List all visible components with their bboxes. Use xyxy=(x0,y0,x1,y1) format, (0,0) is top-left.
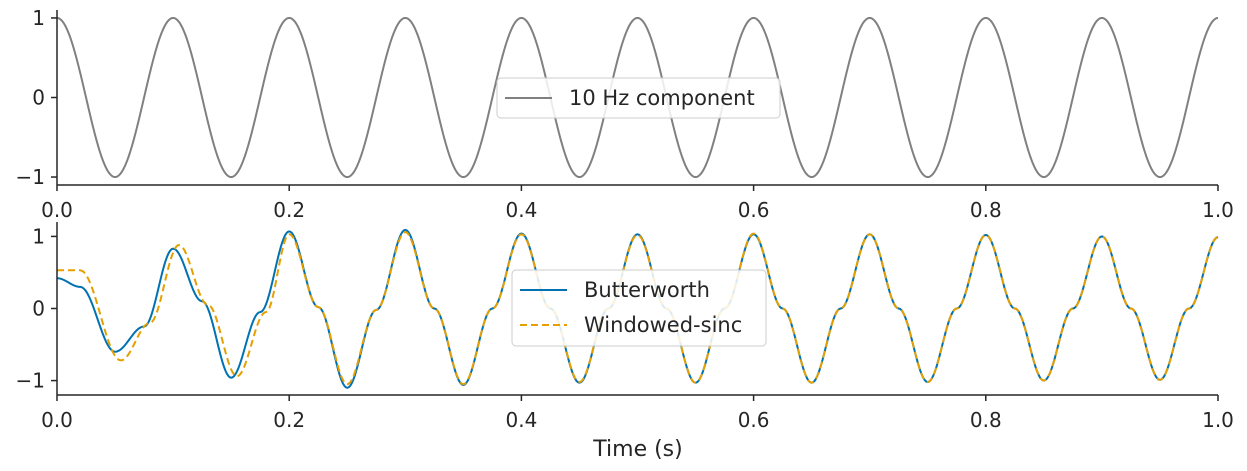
bottom-x-tick-label: 0.0 xyxy=(41,408,73,432)
bottom-legend-label: Butterworth xyxy=(584,278,710,302)
top-legend-label: 10 Hz component xyxy=(569,86,755,110)
top-x-ticks: 0.0 0.2 0.4 0.6 0.8 1.0 xyxy=(41,185,1234,222)
top-series-10-hz-component xyxy=(56,16,1219,179)
bottom-y-ticks: −1 0 1 xyxy=(16,224,57,393)
top-x-tick-label: 0.6 xyxy=(738,198,770,222)
bottom-series-windowed-sinc xyxy=(57,231,1219,386)
x-axis-title: Time (s) xyxy=(592,437,682,462)
top-panel: −1 0 1 0.0 0.2 0.4 0.6 0.8 1.0 10 Hz component xyxy=(16,6,1234,222)
bottom-x-tick-label: 0.8 xyxy=(970,408,1002,432)
top-x-tick-label: 0.0 xyxy=(41,198,73,222)
bottom-x-tick-label: 0.6 xyxy=(738,408,770,432)
top-y-tick-label: 1 xyxy=(32,6,45,30)
top-y-tick-label: −1 xyxy=(16,165,45,189)
top-legend: 10 Hz component xyxy=(496,77,781,119)
top-plot-lines xyxy=(56,16,1219,179)
top-y-ticks: −1 0 1 xyxy=(16,6,57,189)
bottom-y-tick-label: −1 xyxy=(16,369,45,393)
bottom-x-tick-label: 1.0 xyxy=(1202,408,1234,432)
bottom-legend-box xyxy=(511,269,767,347)
bottom-x-tick-label: 0.4 xyxy=(505,408,537,432)
top-x-tick-label: 0.8 xyxy=(970,198,1002,222)
bottom-legend-label: Windowed-sinc xyxy=(584,313,742,337)
top-y-tick-label: 0 xyxy=(32,86,45,110)
bottom-y-tick-label: 1 xyxy=(32,224,45,248)
bottom-x-ticks: 0.0 0.2 0.4 0.6 0.8 1.0 xyxy=(41,395,1234,432)
top-x-tick-label: 0.2 xyxy=(273,198,305,222)
top-x-tick-label: 0.4 xyxy=(505,198,537,222)
top-x-tick-label: 1.0 xyxy=(1202,198,1234,222)
top-legend-box xyxy=(496,77,781,119)
bottom-x-tick-label: 0.2 xyxy=(273,408,305,432)
bottom-y-tick-label: 0 xyxy=(32,297,45,321)
bottom-plot-lines xyxy=(56,228,1219,389)
bottom-panel: −1 0 1 0.0 0.2 0.4 0.6 0.8 1.0 Butterworth Windo… xyxy=(16,222,1234,462)
bottom-legend: Butterworth Windowed-sinc xyxy=(511,269,767,347)
